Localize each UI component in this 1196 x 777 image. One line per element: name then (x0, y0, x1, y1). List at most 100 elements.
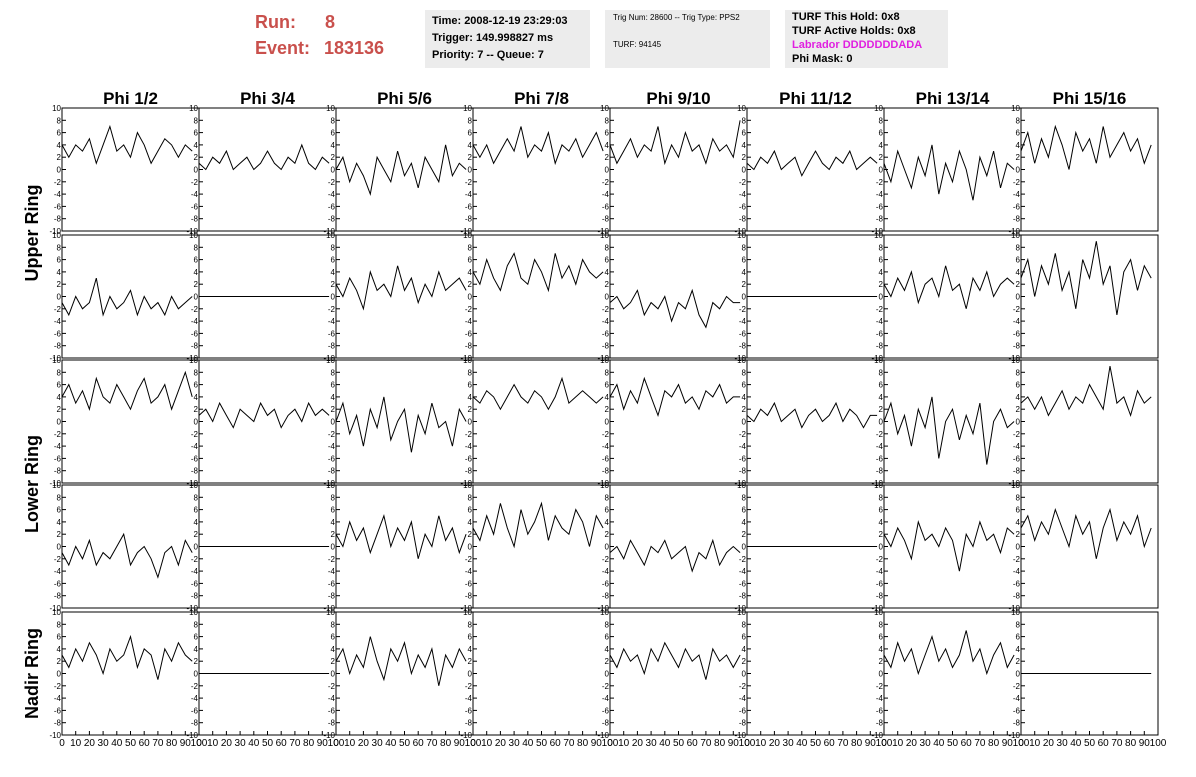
x-tick-label: 10 (618, 738, 630, 749)
y-tick-label: 2 (879, 657, 884, 666)
y-tick-label: 6 (1016, 129, 1021, 138)
y-tick-label: 10 (1011, 231, 1020, 240)
y-tick-label: -6 (328, 329, 336, 338)
y-tick-label: -8 (465, 467, 473, 476)
y-tick-label: 6 (194, 506, 199, 515)
y-tick-label: 8 (742, 620, 747, 629)
y-tick-label: 0 (1016, 166, 1021, 175)
y-tick-label: 6 (879, 381, 884, 390)
x-tick-label: 100 (1013, 738, 1030, 749)
y-tick-label: -8 (1013, 215, 1021, 224)
x-tick-label: 0 (607, 738, 613, 749)
y-tick-label: 2 (331, 153, 336, 162)
y-tick-label: -6 (54, 579, 62, 588)
y-tick-label: 10 (600, 231, 609, 240)
event-value: 183136 (324, 38, 384, 58)
y-tick-label: 6 (742, 506, 747, 515)
y-tick-label: 0 (194, 418, 199, 427)
info-box (785, 10, 948, 68)
y-tick-label: 6 (468, 256, 473, 265)
x-tick-label: 40 (1070, 738, 1082, 749)
y-tick-label: 2 (742, 530, 747, 539)
x-tick-label: 90 (1139, 738, 1151, 749)
y-tick-label: 4 (194, 518, 199, 527)
y-tick-label: -8 (54, 592, 62, 601)
y-tick-label: -6 (1013, 579, 1021, 588)
y-tick-label: 8 (194, 116, 199, 125)
y-tick-label: -4 (465, 442, 473, 451)
y-tick-label: -2 (1013, 305, 1021, 314)
x-tick-label: 80 (1125, 738, 1137, 749)
y-tick-label: -8 (739, 592, 747, 601)
y-tick-label: 0 (331, 166, 336, 175)
y-tick-label: -10 (323, 731, 335, 740)
y-tick-label: 10 (874, 231, 883, 240)
y-tick-label: 4 (57, 268, 62, 277)
y-tick-label: 2 (605, 153, 610, 162)
y-tick-label: -2 (602, 178, 610, 187)
y-tick-label: 2 (194, 530, 199, 539)
y-tick-label: 6 (742, 633, 747, 642)
y-tick-label: 8 (1016, 243, 1021, 252)
x-tick-label: 0 (333, 738, 339, 749)
y-tick-label: 0 (468, 166, 473, 175)
y-tick-label: -4 (602, 694, 610, 703)
y-tick-label: -8 (1013, 592, 1021, 601)
y-tick-label: 4 (1016, 645, 1021, 654)
y-tick-label: -10 (734, 731, 746, 740)
x-tick-label: 40 (933, 738, 945, 749)
y-tick-label: 8 (57, 493, 62, 502)
priority: Priority: 7 -- Queue: 7 (432, 49, 544, 61)
y-tick-label: 4 (331, 141, 336, 150)
y-tick-label: -2 (739, 430, 747, 439)
y-tick-label: -6 (465, 202, 473, 211)
y-tick-label: 0 (194, 670, 199, 679)
y-tick-label: -6 (1013, 329, 1021, 338)
y-tick-label: 4 (57, 393, 62, 402)
y-tick-label: 4 (194, 268, 199, 277)
y-tick-label: 8 (468, 116, 473, 125)
x-tick-label: 90 (1002, 738, 1014, 749)
y-tick-label: 10 (1011, 104, 1020, 113)
y-tick-label: 8 (742, 493, 747, 502)
y-tick-label: -4 (191, 694, 199, 703)
ring-label: Lower Ring (22, 435, 42, 533)
y-tick-label: 10 (326, 231, 335, 240)
y-tick-label: 4 (605, 645, 610, 654)
info-box (605, 10, 770, 68)
y-tick-label: -4 (602, 567, 610, 576)
y-tick-label: 10 (874, 481, 883, 490)
y-tick-label: 8 (1016, 116, 1021, 125)
y-tick-label: -4 (465, 190, 473, 199)
y-tick-label: -4 (328, 567, 336, 576)
y-tick-label: 0 (605, 293, 610, 302)
y-tick-label: -8 (465, 342, 473, 351)
x-tick-label: 30 (235, 738, 247, 749)
x-tick-label: 80 (440, 738, 452, 749)
x-tick-label: 50 (810, 738, 822, 749)
y-tick-label: 4 (57, 518, 62, 527)
y-tick-label: 0 (1016, 418, 1021, 427)
y-tick-label: -2 (54, 430, 62, 439)
y-tick-label: -8 (465, 719, 473, 728)
phi-mask: Phi Mask: 0 (792, 53, 853, 65)
x-tick-label: 80 (577, 738, 589, 749)
y-tick-label: -2 (465, 305, 473, 314)
ring-label: Upper Ring (22, 185, 42, 282)
y-tick-label: -2 (739, 178, 747, 187)
y-tick-label: 6 (879, 633, 884, 642)
y-tick-label: -4 (1013, 317, 1021, 326)
y-tick-label: 4 (331, 268, 336, 277)
y-tick-label: -4 (876, 567, 884, 576)
y-tick-label: 2 (468, 153, 473, 162)
y-tick-label: -10 (871, 479, 883, 488)
y-tick-label: -6 (328, 579, 336, 588)
y-tick-label: -2 (191, 305, 199, 314)
waveform (609, 641, 741, 680)
y-tick-label: 0 (742, 293, 747, 302)
y-tick-label: 10 (874, 608, 883, 617)
y-tick-label: -4 (328, 442, 336, 451)
y-tick-label: 8 (331, 620, 336, 629)
x-tick-label: 30 (783, 738, 795, 749)
